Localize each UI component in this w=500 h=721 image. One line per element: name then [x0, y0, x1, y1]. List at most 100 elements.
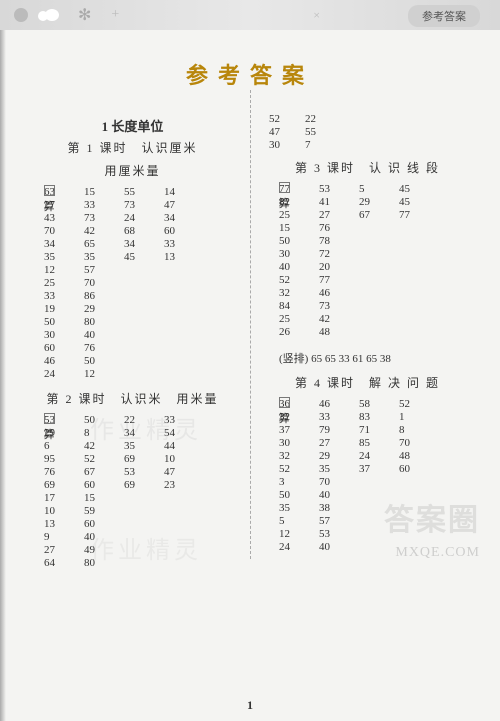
cell: 5: [279, 514, 319, 527]
cell: 83: [359, 410, 399, 423]
cell: 70: [319, 475, 359, 488]
cell: 42: [84, 224, 124, 237]
cell: [164, 491, 204, 504]
cell: 15: [84, 185, 124, 198]
cell: 60: [44, 341, 84, 354]
table-row: 1360: [44, 517, 241, 530]
table-row: 53502233: [44, 413, 241, 426]
cell: 34: [124, 237, 164, 250]
lesson2-title: 第 2 课时 认识米 用米量: [24, 390, 241, 407]
cell: 70: [399, 436, 439, 449]
cell: 49: [84, 543, 124, 556]
cell: 40: [319, 488, 359, 501]
times-icon: ×: [313, 8, 320, 23]
cloud-icon: [38, 8, 64, 22]
cell: 34: [164, 211, 204, 224]
cell: 73: [124, 198, 164, 211]
cell: 12: [279, 527, 319, 540]
cell: 52: [84, 452, 124, 465]
cell: 33: [164, 413, 204, 426]
table-row: 2440: [279, 540, 476, 553]
cell: 35: [319, 462, 359, 475]
cell: [124, 302, 164, 315]
page-content: 参考答案 1 长度单位 第 1 课时 认识厘米 用厘米量 算 631555142…: [0, 30, 500, 579]
cell: 8: [399, 423, 439, 436]
table-row: 32292448: [279, 449, 476, 462]
cell: [399, 234, 439, 247]
cell: 10: [164, 452, 204, 465]
cell: 79: [319, 423, 359, 436]
cell: 50: [279, 488, 319, 501]
table-row: 3040: [44, 328, 241, 341]
lesson1-title2: 用厘米量: [24, 162, 241, 179]
table-row: 5277: [279, 273, 476, 286]
cell: 34: [124, 426, 164, 439]
table-row: 5040: [279, 488, 476, 501]
cell: 8: [84, 426, 124, 439]
table-row: 2983454: [44, 426, 241, 439]
table-row: 4755: [261, 125, 476, 138]
cell: [359, 501, 399, 514]
cell: [164, 504, 204, 517]
cell: 60: [164, 224, 204, 237]
top-small-block: 52224755307: [261, 112, 476, 151]
cell: 60: [399, 462, 439, 475]
table-row: 3246: [279, 286, 476, 299]
cell: 41: [319, 195, 359, 208]
table-row: 5078: [279, 234, 476, 247]
cell: [359, 325, 399, 338]
column-divider: [250, 90, 251, 559]
cell: [399, 286, 439, 299]
cell: [399, 488, 439, 501]
cell: 47: [269, 125, 305, 138]
cell: 40: [84, 328, 124, 341]
cell: [164, 543, 204, 556]
cell: [124, 315, 164, 328]
cell: 42: [319, 312, 359, 325]
cell: 46: [319, 397, 359, 410]
cell: 15: [279, 221, 319, 234]
page-number: 1: [0, 698, 500, 713]
cell: 71: [359, 423, 399, 436]
cell: [359, 299, 399, 312]
cell: 33: [84, 198, 124, 211]
cell: 76: [84, 341, 124, 354]
page-title: 参考答案: [24, 58, 476, 90]
cell: 33: [164, 237, 204, 250]
cell: 85: [359, 436, 399, 449]
cell: 12: [44, 263, 84, 276]
table-row: 95526910: [44, 452, 241, 465]
cell: 32: [279, 449, 319, 462]
cell: [124, 543, 164, 556]
header-bar: ✻ + × − 参考答案: [0, 0, 500, 30]
circle-icon: [14, 8, 28, 22]
cell: 40: [279, 260, 319, 273]
cell: 73: [319, 299, 359, 312]
cell: 84: [279, 299, 319, 312]
cell: 45: [124, 250, 164, 263]
cell: 46: [44, 354, 84, 367]
cell: 52: [279, 273, 319, 286]
oral-calc-label: 算: [42, 413, 56, 442]
cell: 10: [44, 504, 84, 517]
cell: 72: [319, 247, 359, 260]
cell: 52: [269, 112, 305, 125]
cell: 3: [279, 475, 319, 488]
table-row: 1929: [44, 302, 241, 315]
lesson4-title: 第 4 课时 解 决 问 题: [259, 374, 476, 391]
cell: [164, 341, 204, 354]
oral-calc-label: 算: [277, 397, 291, 426]
table-row: 36465852: [279, 397, 476, 410]
table-row: 2570: [44, 276, 241, 289]
cell: 44: [164, 439, 204, 452]
table-row: 1059: [44, 504, 241, 517]
cell: 76: [44, 465, 84, 478]
cell: 33: [319, 410, 359, 423]
cell: [359, 540, 399, 553]
table-row: 2749: [44, 543, 241, 556]
cell: 22: [124, 413, 164, 426]
cell: 27: [319, 208, 359, 221]
cell: 42: [84, 439, 124, 452]
lesson1-title1: 第 1 课时 认识厘米: [24, 139, 241, 156]
table-row: 8473: [279, 299, 476, 312]
